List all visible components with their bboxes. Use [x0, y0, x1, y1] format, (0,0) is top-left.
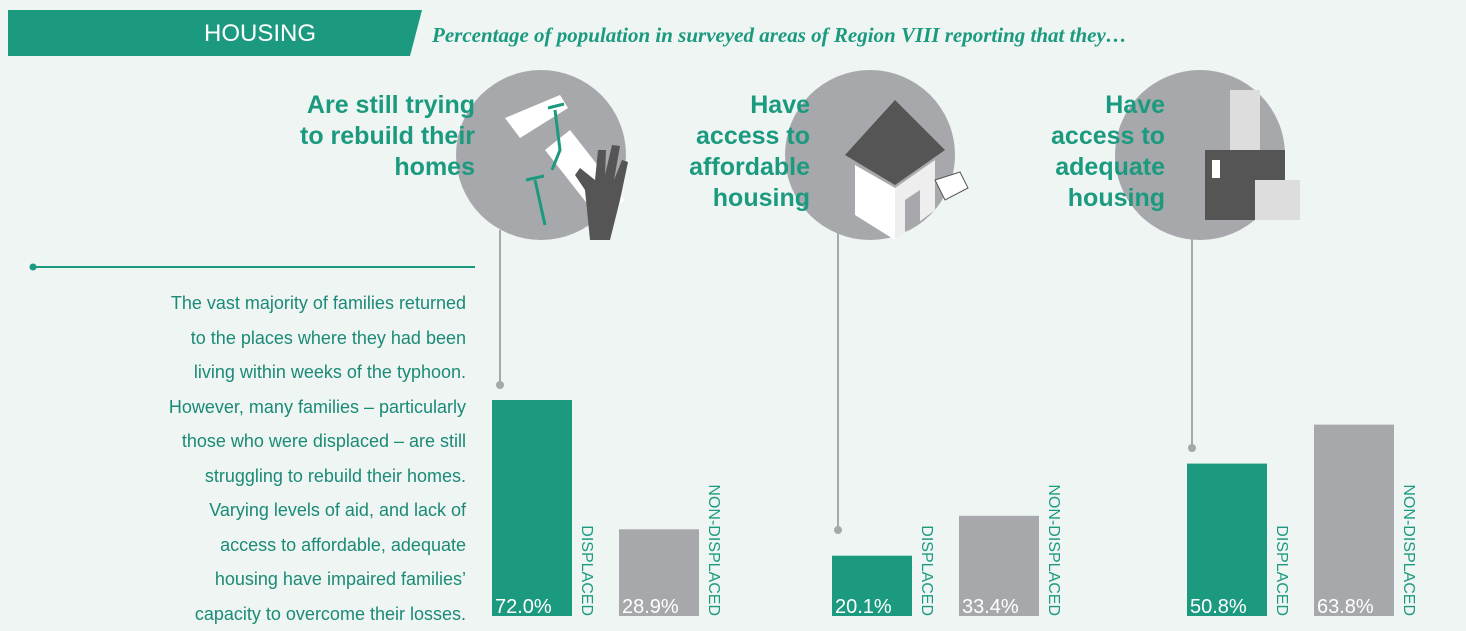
- chart-title: Are still trying to rebuild their homes: [300, 91, 475, 181]
- bar: [959, 515, 1039, 616]
- chart-title: Have access to adequate housing: [1051, 91, 1165, 212]
- building: [1230, 90, 1260, 150]
- category-label: DISPLACED: [1273, 525, 1290, 616]
- roof: [845, 100, 945, 185]
- pointer-dot: [496, 381, 504, 389]
- pointer-dot: [1188, 444, 1196, 452]
- value-label: 28.9%: [622, 596, 679, 618]
- nails: [525, 102, 565, 226]
- hand: [575, 145, 628, 240]
- chart-title: Have access to affordable housing: [689, 91, 810, 212]
- tag: [934, 171, 969, 201]
- subtitle: Percentage of population in surveyed are…: [432, 23, 1127, 47]
- description: The vast majority of families returned t…: [168, 293, 466, 624]
- window: [1212, 160, 1220, 178]
- value-label: 33.4%: [962, 596, 1019, 618]
- value-label: 63.8%: [1317, 596, 1374, 618]
- section-label: HOUSING: [203, 20, 316, 47]
- pointer-dot: [834, 526, 842, 534]
- value-label: 20.1%: [835, 596, 892, 618]
- door: [905, 190, 920, 232]
- category-label: NON-DISPLACED: [705, 484, 722, 616]
- category-label: DISPLACED: [918, 525, 935, 616]
- bar: [1314, 424, 1394, 616]
- bar: [619, 529, 699, 616]
- divider-dot: [29, 263, 37, 271]
- category-label: NON-DISPLACED: [1400, 484, 1417, 616]
- building: [1255, 180, 1300, 220]
- building: [1255, 150, 1285, 180]
- category-label: DISPLACED: [578, 525, 595, 616]
- bar: [832, 555, 912, 616]
- bar: [492, 400, 572, 616]
- category-label: NON-DISPLACED: [1045, 484, 1062, 616]
- value-label: 50.8%: [1190, 596, 1247, 618]
- bar: [1187, 463, 1267, 616]
- header-band: [8, 10, 422, 56]
- house-side: [855, 165, 895, 240]
- value-label: 72.0%: [495, 596, 552, 618]
